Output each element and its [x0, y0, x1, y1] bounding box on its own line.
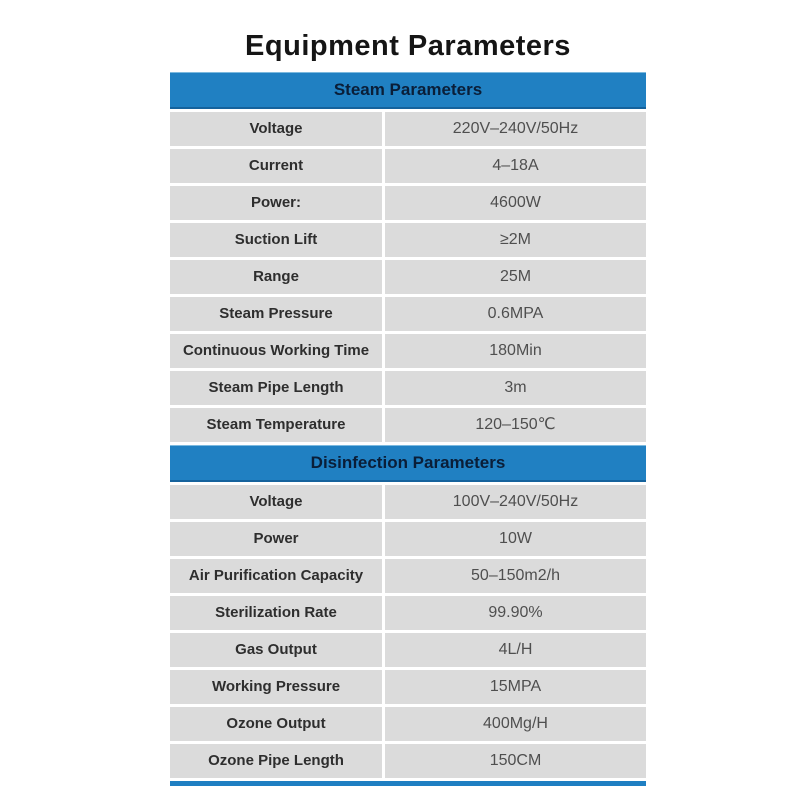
table-row: Air Purification Capacity 50–150m2/h	[170, 559, 646, 593]
parameter-value: 220V–240V/50Hz	[385, 112, 646, 146]
parameter-label: Voltage	[170, 485, 382, 519]
parameter-value: 25M	[385, 260, 646, 294]
table-row: Ozone Output 400Mg/H	[170, 707, 646, 741]
parameter-label: Continuous Working Time	[170, 334, 382, 368]
table-row: Range 25M	[170, 260, 646, 294]
parameter-value: 100V–240V/50Hz	[385, 485, 646, 519]
table-row: Sterilization Rate 99.90%	[170, 596, 646, 630]
table-row: Continuous Working Time 180Min	[170, 334, 646, 368]
parameter-value: 15MPA	[385, 670, 646, 704]
table-row: Steam Pressure 0.6MPA	[170, 297, 646, 331]
parameter-label: Gas Output	[170, 633, 382, 667]
section-rows: Voltage 220V–240V/50Hz Current 4–18A Pow…	[170, 112, 646, 442]
bottom-accent-bar	[170, 781, 646, 786]
parameter-section: Disinfection Parameters Voltage 100V–240…	[170, 445, 646, 778]
parameter-label: Current	[170, 149, 382, 183]
parameter-label: Sterilization Rate	[170, 596, 382, 630]
table-row: Suction Lift ≥2M	[170, 223, 646, 257]
parameter-label: Steam Pressure	[170, 297, 382, 331]
parameter-value: 99.90%	[385, 596, 646, 630]
parameter-label: Steam Temperature	[170, 408, 382, 442]
parameter-value: 120–150℃	[385, 408, 646, 442]
table-row: Voltage 220V–240V/50Hz	[170, 112, 646, 146]
parameter-value: 0.6MPA	[385, 297, 646, 331]
table-row: Gas Output 4L/H	[170, 633, 646, 667]
table-row: Ozone Pipe Length 150CM	[170, 744, 646, 778]
parameter-label: Power:	[170, 186, 382, 220]
page-title: Equipment Parameters	[245, 30, 571, 62]
parameter-value: 10W	[385, 522, 646, 556]
parameter-label: Voltage	[170, 112, 382, 146]
parameter-label: Ozone Pipe Length	[170, 744, 382, 778]
parameter-value: 50–150m2/h	[385, 559, 646, 593]
parameter-value: 4L/H	[385, 633, 646, 667]
parameter-label: Ozone Output	[170, 707, 382, 741]
parameter-value: 4600W	[385, 186, 646, 220]
table-row: Voltage 100V–240V/50Hz	[170, 485, 646, 519]
table-row: Power 10W	[170, 522, 646, 556]
table-row: Steam Pipe Length 3m	[170, 371, 646, 405]
section-title: Disinfection Parameters	[310, 453, 506, 472]
parameter-value: 3m	[385, 371, 646, 405]
parameter-label: Power	[170, 522, 382, 556]
parameter-value: 150CM	[385, 744, 646, 778]
parameter-section: Steam Parameters Voltage 220V–240V/50Hz …	[170, 72, 646, 442]
parameter-label: Working Pressure	[170, 670, 382, 704]
equipment-parameters-table: Steam Parameters Voltage 220V–240V/50Hz …	[170, 72, 646, 786]
parameter-label: Steam Pipe Length	[170, 371, 382, 405]
section-rows: Voltage 100V–240V/50Hz Power 10W Air Pur…	[170, 485, 646, 778]
section-title: Steam Parameters	[333, 80, 483, 99]
section-header: Disinfection Parameters	[170, 445, 646, 482]
section-header: Steam Parameters	[170, 72, 646, 109]
parameter-value: 4–18A	[385, 149, 646, 183]
parameter-label: Range	[170, 260, 382, 294]
parameter-label: Suction Lift	[170, 223, 382, 257]
parameter-value: 180Min	[385, 334, 646, 368]
table-row: Working Pressure 15MPA	[170, 670, 646, 704]
parameter-value: ≥2M	[385, 223, 646, 257]
parameter-value: 400Mg/H	[385, 707, 646, 741]
table-row: Current 4–18A	[170, 149, 646, 183]
table-row: Steam Temperature 120–150℃	[170, 408, 646, 442]
parameter-label: Air Purification Capacity	[170, 559, 382, 593]
table-row: Power: 4600W	[170, 186, 646, 220]
